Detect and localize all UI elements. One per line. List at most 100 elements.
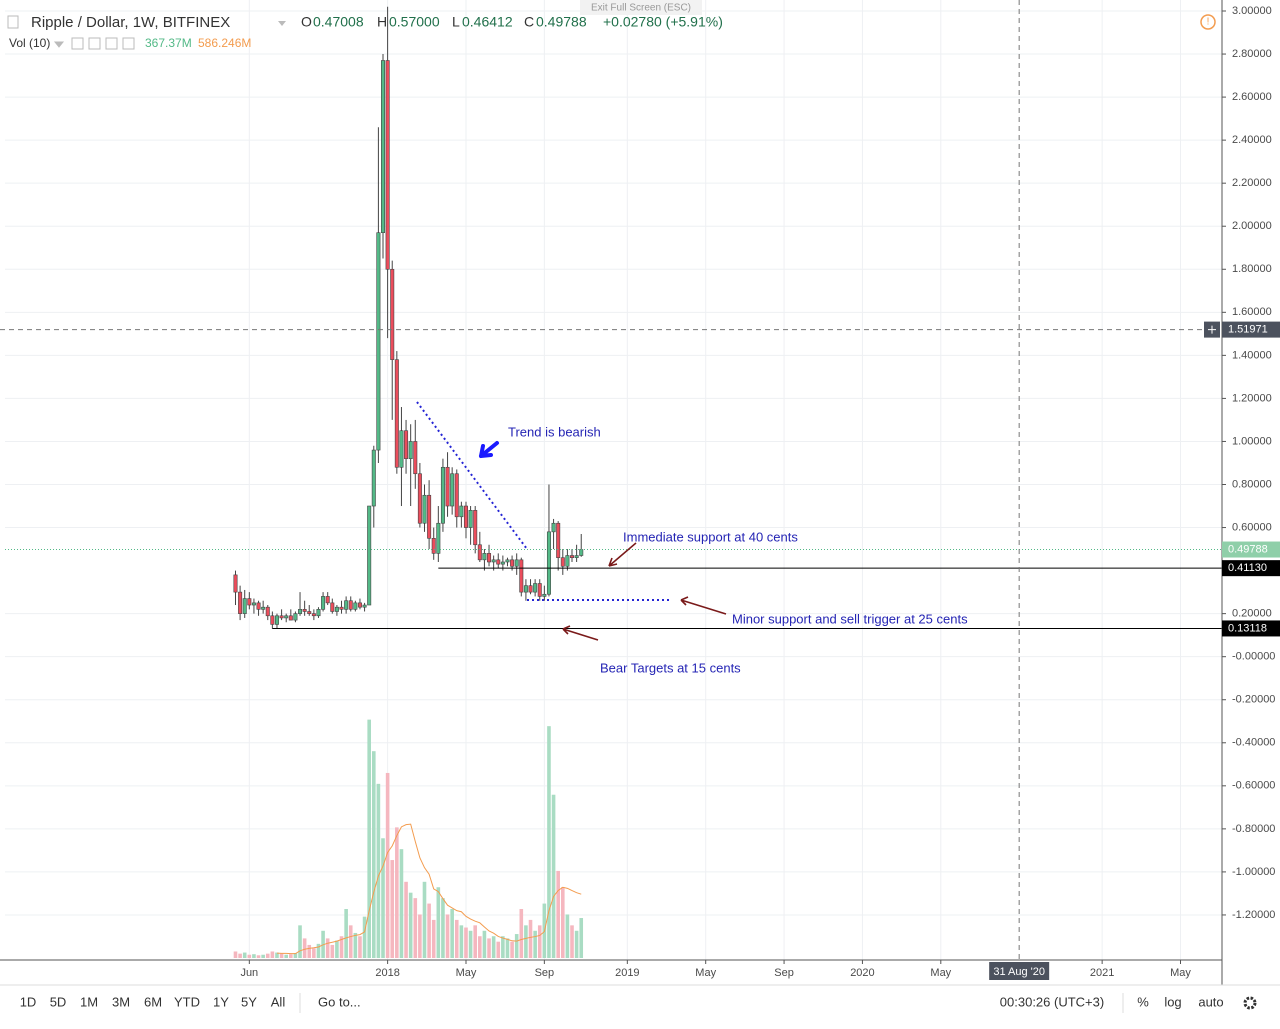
volume-bar [478, 936, 482, 958]
exit-hint[interactable]: Exit Full Screen (ESC) [591, 3, 691, 14]
candle-body [459, 505, 464, 518]
volume-bar [307, 944, 312, 958]
auto-button[interactable]: auto [1198, 994, 1223, 1009]
candle-body [463, 505, 468, 528]
candle-body [565, 555, 570, 567]
y-tick-label: 1.80000 [1232, 263, 1272, 275]
range-button[interactable]: All [271, 994, 286, 1009]
candle-body [468, 510, 473, 528]
candle-body [321, 596, 326, 610]
arrow [479, 441, 499, 458]
volume-bar [404, 881, 408, 958]
arrow [608, 542, 637, 567]
volume-bar [316, 943, 321, 958]
y-tick-label: 1.60000 [1232, 306, 1272, 318]
candle-body [288, 615, 293, 621]
y-tick-label: -1.00000 [1232, 866, 1275, 878]
volume-bar [450, 909, 454, 958]
candle-body [261, 606, 266, 610]
candle-body [330, 602, 335, 612]
range-button[interactable]: 5D [50, 994, 67, 1009]
candle-body [270, 615, 275, 625]
volume-bar [348, 925, 353, 958]
candle-body [353, 602, 358, 610]
candle-body [238, 591, 243, 614]
volume-bar [353, 932, 358, 958]
volume-ma-value: 586.246M [198, 36, 251, 50]
volume-bar [505, 938, 510, 958]
x-tick-label: May [1170, 967, 1191, 979]
volume-bar [510, 941, 514, 958]
y-tick-label: -0.80000 [1232, 823, 1275, 835]
range-button[interactable]: YTD [174, 994, 200, 1009]
volume-bar [533, 930, 537, 958]
volume-bar [385, 772, 390, 958]
volume-bar [459, 925, 464, 958]
clock[interactable]: 00:30:26 (UTC+3) [1000, 994, 1104, 1009]
volume-bar [289, 954, 293, 958]
volume-bar [371, 751, 376, 958]
volume-bar [445, 914, 450, 958]
candle-body [523, 585, 528, 593]
range-button[interactable]: 1M [80, 994, 98, 1009]
candle-body [279, 615, 284, 619]
candle-body [274, 615, 279, 625]
volume-pane [233, 719, 584, 958]
candle-body [381, 60, 386, 233]
volume-bar [270, 951, 275, 958]
volume-bar [574, 930, 579, 958]
volume-bar [514, 934, 519, 958]
candle-body [579, 549, 584, 556]
volume-bar [431, 919, 436, 958]
candle-body [371, 449, 376, 507]
volume-bar [302, 938, 307, 958]
settings-icon[interactable] [1243, 996, 1257, 1010]
alert-icon[interactable] [1200, 14, 1216, 30]
range-button[interactable]: 5Y [241, 994, 257, 1009]
volume-bar [238, 953, 242, 958]
price-line-box [1222, 620, 1280, 637]
candle-body [293, 613, 298, 621]
candle-body [316, 609, 321, 617]
icon [7, 15, 19, 29]
candle-body [334, 606, 339, 612]
volume-bar [579, 918, 584, 958]
symbol-title: Ripple / Dollar, 1W, BITFINEX [31, 14, 230, 31]
toolbar: 1D 5D 1M 3M 6M YTD 1Y 5Y All Go to... 00… [20, 993, 1257, 1013]
candle-body [399, 430, 404, 468]
candle-body [533, 583, 538, 593]
range-button[interactable]: 3M [112, 994, 130, 1009]
price-line-label: 0.13118 [1228, 622, 1267, 634]
goto-button[interactable]: Go to... [318, 994, 361, 1009]
x-tick-label: 2021 [1090, 967, 1114, 979]
arrow [680, 596, 727, 615]
volume-bar [261, 954, 265, 958]
log-button[interactable]: log [1164, 994, 1181, 1009]
dropdown[interactable] [278, 21, 286, 26]
range-button[interactable]: 6M [144, 994, 162, 1009]
ohlc-value: 0.46412 [462, 14, 513, 30]
volume-bar [376, 783, 381, 958]
range-button[interactable]: 1D [20, 994, 37, 1009]
ohlc-value: 0.47008 [313, 14, 364, 30]
volume-bar [390, 860, 395, 958]
volume-bar [565, 914, 570, 958]
ohlc-key: C [524, 14, 534, 30]
volume-bar [560, 887, 565, 958]
candle-body [473, 510, 478, 546]
last-price-box [1222, 541, 1280, 558]
candle-body [394, 359, 399, 468]
annotation: Bear Targets at 15 cents [600, 660, 741, 675]
percent-button[interactable]: % [1137, 994, 1149, 1009]
y-tick-label: 2.80000 [1232, 48, 1272, 60]
candle-body [298, 609, 303, 614]
candle-body [491, 559, 496, 563]
y-tick-label: 0.80000 [1232, 478, 1272, 490]
study-icons[interactable] [53, 37, 135, 50]
ohlc-key: H [377, 14, 387, 30]
range-button[interactable]: 1Y [213, 994, 229, 1009]
candle-body [233, 574, 238, 593]
exit-hint-box [580, 0, 702, 15]
candle-body [528, 585, 533, 593]
annotation: Trend is bearish [508, 424, 601, 439]
